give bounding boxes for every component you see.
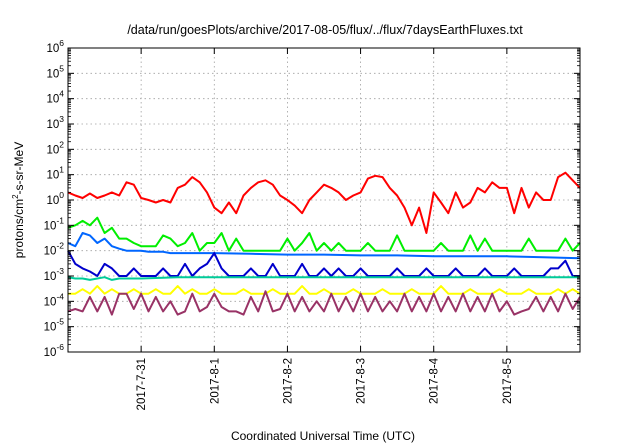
y-tick-base: 10 — [44, 296, 57, 308]
x-tick-label: 2017-8-2 — [282, 358, 294, 404]
x-tick-label: 2017-8-1 — [209, 358, 221, 404]
y-tick-label: 10-1 — [44, 215, 65, 232]
y-tick-base: 10 — [46, 195, 59, 207]
y-tick-base: 10 — [44, 347, 57, 359]
x-axis-label: Coordinated Universal Time (UTC) — [231, 429, 415, 443]
y-tick-base: 10 — [44, 271, 57, 283]
series-line-7 — [67, 290, 581, 316]
y-tick-base: 10 — [44, 246, 57, 258]
y-axis-label-pre: protons/cm — [12, 199, 26, 258]
y-tick-exponent: -4 — [56, 291, 64, 301]
x-tick-label: 2017-8-4 — [429, 357, 441, 404]
x-tick-label: 2017-8-5 — [502, 358, 514, 404]
y-tick-labels: 10-610-510-410-310-210-11001011021031041… — [44, 38, 65, 359]
x-tick-label: 2017-7-31 — [136, 358, 148, 410]
y-tick-exponent: 1 — [59, 165, 64, 175]
y-tick-label: 101 — [46, 165, 64, 182]
y-tick-exponent: -5 — [56, 317, 64, 327]
y-tick-label: 104 — [46, 89, 64, 106]
y-axis-label: protons/cm2-s-sr-MeV — [11, 142, 26, 258]
y-tick-base: 10 — [46, 68, 59, 80]
y-tick-label: 103 — [46, 114, 64, 131]
y-tick-exponent: 4 — [59, 89, 64, 99]
series-layer — [67, 171, 581, 316]
series-line-4 — [67, 250, 580, 277]
y-axis-label-post: -s-sr-MeV — [12, 142, 26, 195]
y-tick-exponent: -2 — [56, 241, 64, 251]
x-tick-labels: 2017-7-31 2017-8-1 2017-8-2 2017-8-3 2017-8-… — [136, 357, 514, 410]
y-tick-label: 105 — [46, 63, 64, 80]
chart-title: /data/run/goesPlots/archive/2017-08-05/f… — [127, 23, 523, 37]
x-tick-label: 2017-8-3 — [356, 358, 368, 404]
y-tick-exponent: -1 — [56, 215, 64, 225]
y-tick-label: 106 — [46, 38, 64, 55]
y-tick-base: 10 — [46, 170, 59, 182]
y-tick-exponent: 6 — [59, 38, 64, 48]
y-tick-exponent: 2 — [59, 139, 64, 149]
ticks — [68, 47, 580, 353]
y-tick-base: 10 — [44, 322, 57, 334]
series-line-2 — [67, 216, 581, 252]
y-tick-base: 10 — [44, 220, 57, 232]
y-tick-exponent: -6 — [56, 342, 64, 352]
y-tick-exponent: -3 — [56, 266, 64, 276]
y-tick-label: 10-4 — [44, 291, 65, 308]
y-tick-label: 100 — [46, 190, 64, 207]
y-tick-base: 10 — [46, 43, 59, 55]
series-line-3 — [67, 232, 581, 260]
series-line-1 — [67, 171, 581, 234]
y-tick-label: 10-2 — [44, 241, 65, 258]
series-line-6 — [68, 285, 581, 295]
y-tick-exponent: 0 — [59, 190, 64, 200]
y-tick-label: 10-6 — [44, 342, 65, 359]
y-tick-base: 10 — [46, 94, 59, 106]
series-line-5 — [67, 276, 580, 281]
y-tick-exponent: 5 — [59, 63, 64, 73]
y-tick-base: 10 — [46, 119, 59, 131]
y-axis-label-sup: 2 — [11, 194, 20, 199]
y-tick-exponent: 3 — [59, 114, 64, 124]
y-tick-label: 10-5 — [44, 317, 65, 334]
y-tick-label: 10-3 — [44, 266, 65, 283]
y-tick-base: 10 — [46, 144, 59, 156]
y-tick-label: 102 — [46, 139, 64, 156]
